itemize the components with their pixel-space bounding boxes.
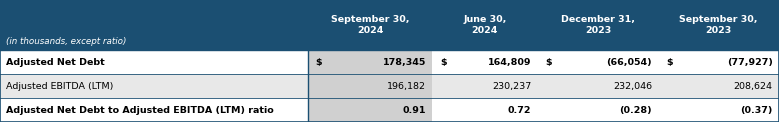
Text: $: $	[666, 57, 673, 66]
Text: Adjusted Net Debt to Adjusted EBITDA (LTM) ratio: Adjusted Net Debt to Adjusted EBITDA (LT…	[6, 106, 274, 115]
Text: September 30,
2023: September 30, 2023	[679, 15, 758, 35]
Text: 164,809: 164,809	[488, 57, 531, 66]
Text: (in thousands, except ratio): (in thousands, except ratio)	[6, 37, 127, 46]
Text: (66,054): (66,054)	[606, 57, 652, 66]
Text: (77,927): (77,927)	[727, 57, 773, 66]
Text: 208,624: 208,624	[734, 81, 773, 91]
Text: September 30,
2024: September 30, 2024	[331, 15, 409, 35]
Bar	[0, 98, 779, 122]
Text: $: $	[440, 57, 447, 66]
Text: Adjusted Net Debt: Adjusted Net Debt	[6, 57, 105, 66]
Bar	[308, 98, 432, 122]
Bar	[308, 50, 432, 74]
Bar	[0, 50, 779, 74]
Text: 230,237: 230,237	[492, 81, 531, 91]
Bar	[0, 74, 779, 98]
Text: 196,182: 196,182	[387, 81, 426, 91]
Text: June 30,
2024: June 30, 2024	[464, 15, 506, 35]
Text: 0.72: 0.72	[508, 106, 531, 115]
Text: 0.91: 0.91	[403, 106, 426, 115]
Text: December 31,
2023: December 31, 2023	[561, 15, 635, 35]
Text: (0.28): (0.28)	[619, 106, 652, 115]
Text: 232,046: 232,046	[613, 81, 652, 91]
Bar	[0, 0, 779, 50]
Text: (0.37): (0.37)	[740, 106, 773, 115]
Text: $: $	[315, 57, 323, 66]
Bar	[308, 74, 432, 98]
Text: Adjusted EBITDA (LTM): Adjusted EBITDA (LTM)	[6, 81, 114, 91]
Text: $: $	[545, 57, 552, 66]
Text: 178,345: 178,345	[382, 57, 426, 66]
